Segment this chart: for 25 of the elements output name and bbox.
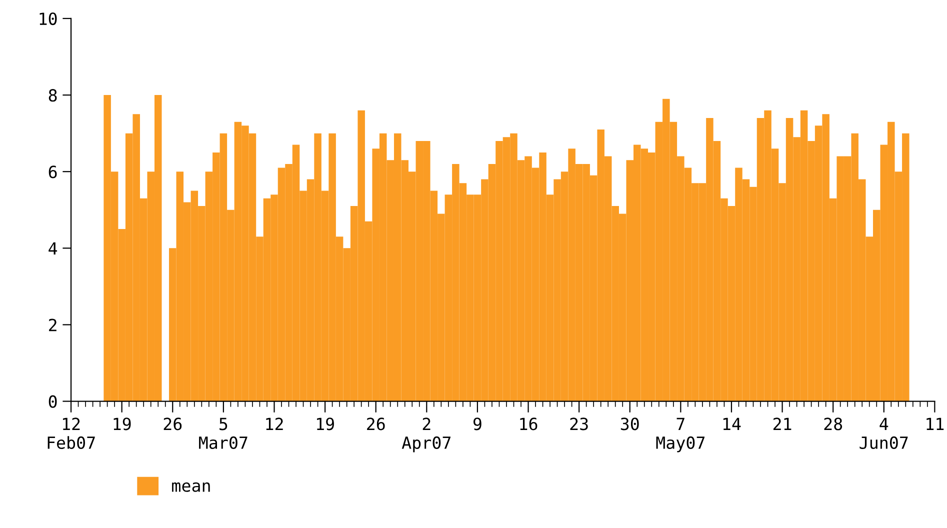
x-tick-label: 28 (824, 418, 842, 430)
y-tick-label: 8 (48, 89, 57, 102)
x-tick-label: 19 (317, 418, 334, 430)
y-tick-label: 6 (48, 166, 57, 178)
x-tick-label: 12 Feb07 (48, 418, 95, 450)
x-tick-label: 4 Jun07 (860, 418, 908, 450)
x-tick-label: 7 May07 (656, 418, 705, 452)
x-tick-label: 19 (114, 418, 131, 430)
x-tick-label: 2 Apr07 (402, 418, 450, 452)
x-tick-label: 11 (926, 418, 944, 430)
legend-label: mean (172, 482, 210, 492)
x-tick-label: 21 (773, 418, 792, 430)
x-tick-label: 16 (520, 418, 538, 430)
x-tick-label: 30 (620, 418, 639, 430)
y-tick-label: 0 (48, 395, 57, 408)
x-tick-label: 5 Mar07 (199, 418, 248, 450)
y-tick-label: 2 (49, 318, 56, 332)
y-tick-label: 10 (40, 12, 57, 26)
x-tick-label: 26 (367, 418, 385, 430)
x-tick-label: 23 (570, 418, 588, 430)
x-tick-label: 12 (266, 418, 283, 430)
x-tick-label: 9 (473, 418, 482, 430)
x-tick-label: 26 (164, 418, 182, 430)
x-tick-label: 14 (723, 418, 741, 430)
y-tick-label: 4 (48, 242, 58, 255)
